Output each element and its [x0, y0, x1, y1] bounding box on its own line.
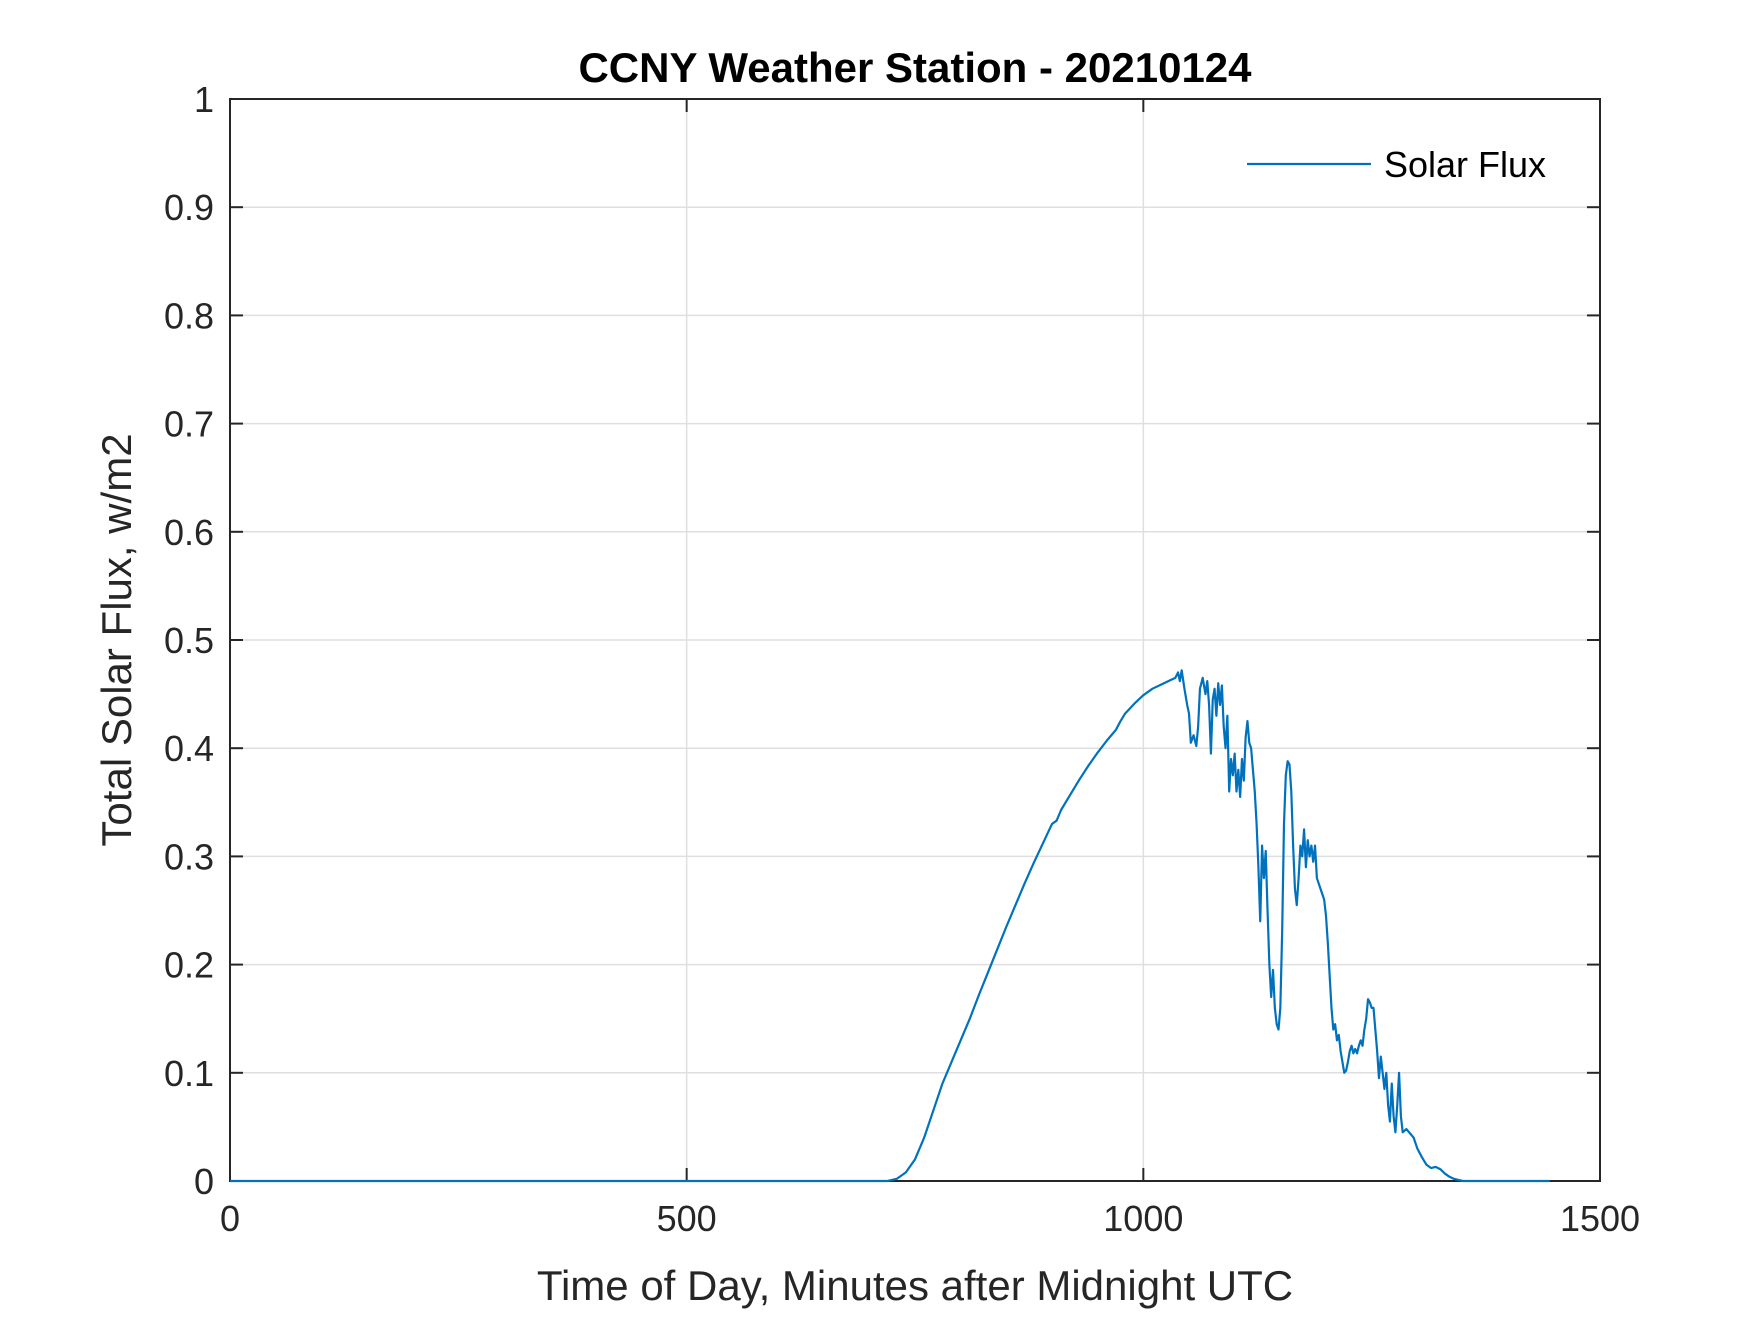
- y-tick-label: 0.7: [164, 404, 214, 445]
- y-tick-label: 0.3: [164, 836, 214, 877]
- x-tick-label: 1000: [1103, 1198, 1183, 1239]
- x-tick-label: 1500: [1560, 1198, 1640, 1239]
- y-tick-label: 0.2: [164, 945, 214, 986]
- y-axis-tick-labels: 0 0.1 0.2 0.3 0.4 0.5 0.6 0.7 0.8 0.9 1: [164, 79, 214, 1202]
- y-tick-label: 0.8: [164, 295, 214, 336]
- series-layer: [230, 669, 1550, 1183]
- x-axis-tick-labels: 0 500 1000 1500: [220, 1198, 1640, 1239]
- y-tick-label: 0.4: [164, 728, 214, 769]
- y-tick-label: 0: [194, 1161, 214, 1202]
- grid-lines: [230, 99, 1600, 1181]
- y-tick-label: 0.6: [164, 512, 214, 553]
- x-tick-label: 500: [657, 1198, 717, 1239]
- y-axis-label: Total Solar Flux, w/m2: [93, 433, 140, 846]
- y-tick-label: 0.1: [164, 1053, 214, 1094]
- y-tick-label: 1: [194, 79, 214, 120]
- legend-label-solar-flux: Solar Flux: [1384, 144, 1546, 185]
- y-tick-label: 0.5: [164, 620, 214, 661]
- y-tick-label: 0.9: [164, 187, 214, 228]
- series-line-solar-flux: [230, 669, 1550, 1183]
- x-axis-label: Time of Day, Minutes after Midnight UTC: [537, 1262, 1293, 1309]
- axis-ticks: [229, 98, 1601, 1182]
- legend: Solar Flux: [1247, 144, 1546, 185]
- chart-title: CCNY Weather Station - 20210124: [578, 44, 1252, 91]
- x-tick-label: 0: [220, 1198, 240, 1239]
